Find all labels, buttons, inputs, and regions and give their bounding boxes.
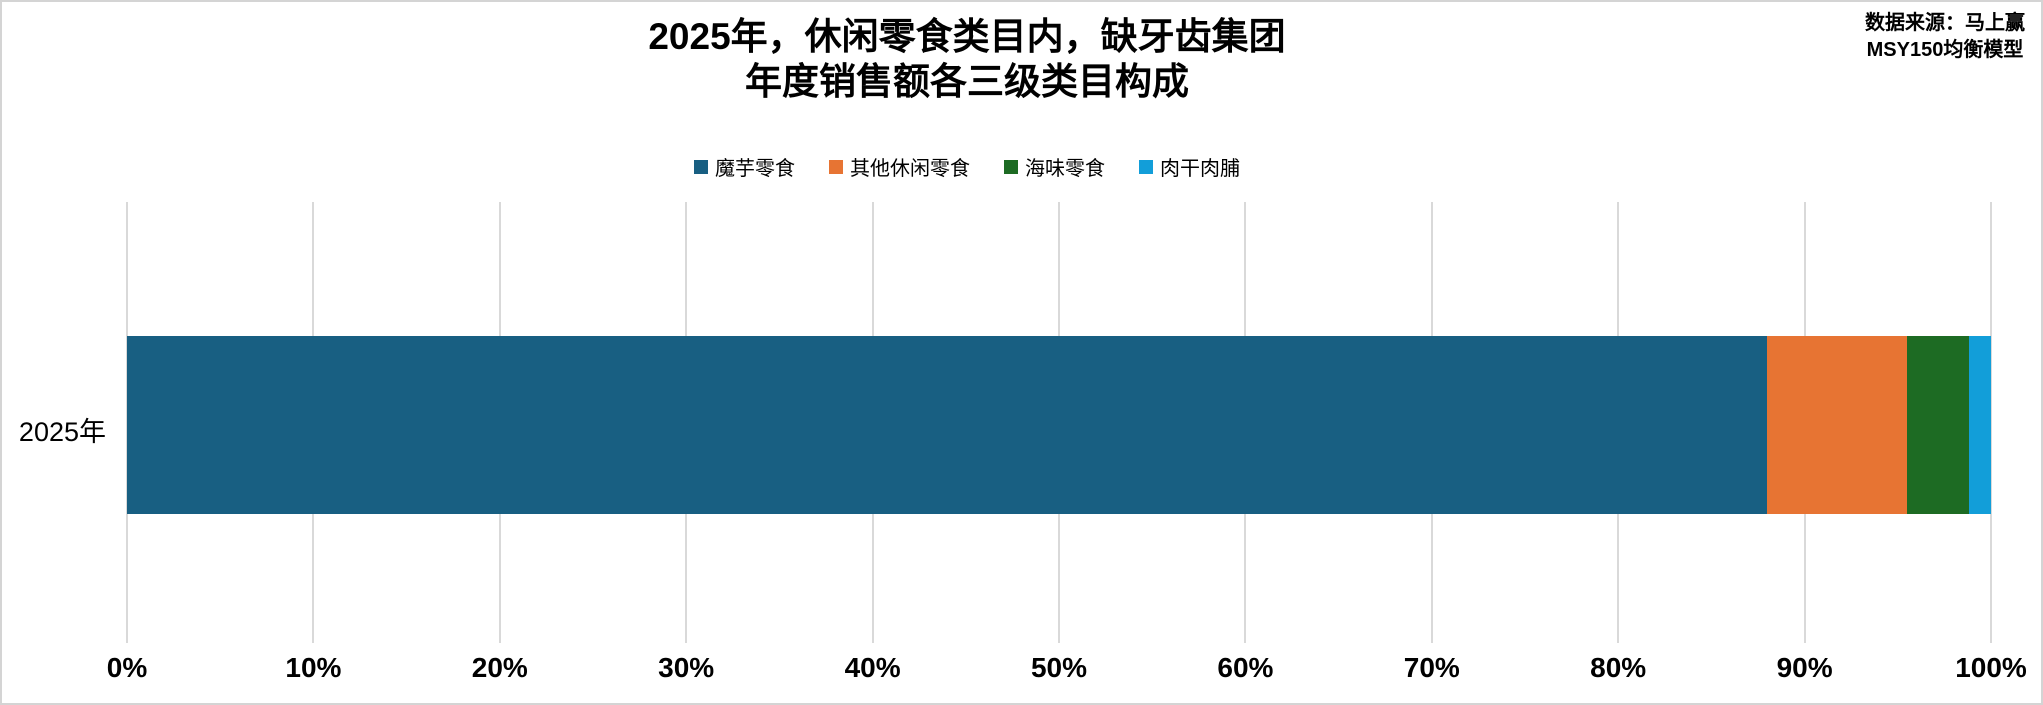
x-tick-label: 10% (285, 652, 342, 683)
chart-title-line1: 2025年，休闲零食类目内，缺牙齿集团 (648, 16, 1286, 57)
legend-swatch-icon (829, 159, 843, 174)
legend-item: 魔芋零食 (694, 152, 795, 181)
bar-segment (1767, 336, 1908, 514)
legend-item: 其他休闲零食 (829, 152, 970, 181)
chart-title-line2: 年度销售额各三级类目构成 (745, 61, 1189, 102)
chart-title: 2025年，休闲零食类目内，缺牙齿集团 年度销售额各三级类目构成 (2, 14, 1932, 104)
legend: 魔芋零食 其他休闲零食 海味零食 肉干肉脯 (2, 152, 1932, 181)
gridline (1990, 202, 1992, 643)
x-tick-label: 40% (844, 652, 901, 683)
stacked-bar-2025 (127, 336, 1991, 514)
legend-label: 肉干肉脯 (1160, 158, 1240, 180)
x-tick-label: 70% (1403, 652, 1460, 683)
legend-swatch-icon (1004, 159, 1018, 174)
x-axis-tick-labels: 0% 10% 20% 30% 40% 50% 60% 70% 80% 90% 100% (107, 652, 2027, 692)
x-tick-label: 90% (1776, 652, 1833, 683)
x-tick-label: 0% (106, 652, 148, 683)
x-tick-label: 80% (1590, 652, 1647, 683)
legend-label: 魔芋零食 (715, 158, 795, 180)
bar-segment (127, 336, 1768, 514)
data-source-note: 数据来源：马上赢 MSY150均衡模型 (1865, 10, 2025, 64)
x-tick-label: 60% (1217, 652, 1274, 683)
x-tick-label: 20% (471, 652, 528, 683)
plot-area (126, 202, 1992, 643)
legend-label: 其他休闲零食 (850, 158, 970, 180)
data-source-line2: MSY150均衡模型 (1866, 39, 2024, 61)
bar-segment (1907, 336, 1969, 514)
data-source-line1: 数据来源：马上赢 (1865, 12, 2025, 34)
bar-segment (1968, 336, 1991, 514)
x-tick-label: 50% (1030, 652, 1088, 683)
legend-swatch-icon (1139, 159, 1153, 174)
legend-item: 海味零食 (1004, 152, 1105, 181)
legend-label: 海味零食 (1025, 158, 1105, 180)
legend-swatch-icon (694, 159, 708, 174)
x-tick-label: 100% (1955, 652, 2027, 683)
y-axis-category-label: 2025年 (18, 417, 106, 447)
legend-item: 肉干肉脯 (1139, 152, 1240, 181)
x-tick-label: 30% (658, 652, 715, 683)
